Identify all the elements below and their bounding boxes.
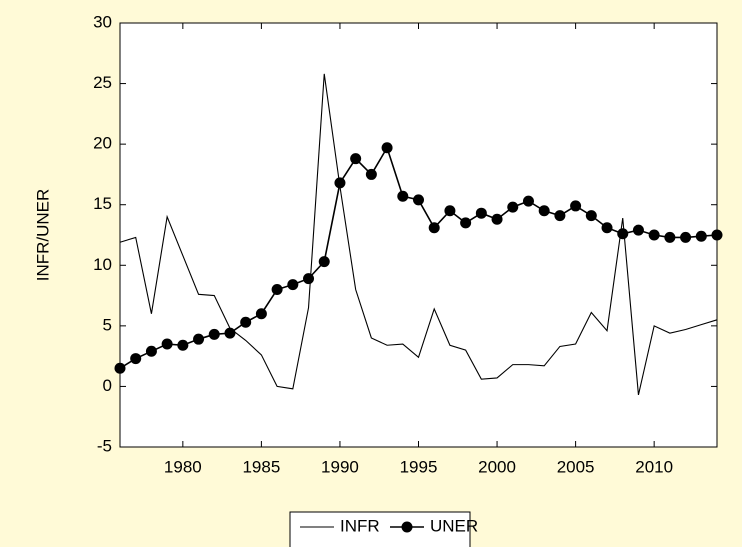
data-point: [145, 345, 157, 357]
data-point: [397, 190, 409, 202]
legend-box: [289, 511, 471, 547]
series-line: [119, 73, 718, 396]
y-tick-label: 5: [103, 315, 112, 334]
data-point: [413, 194, 424, 206]
y-tick-label: 30: [93, 12, 112, 31]
data-point: [255, 308, 267, 320]
data-point: [224, 327, 236, 339]
data-point: [460, 217, 472, 229]
x-tick-label: 2005: [557, 457, 595, 476]
x-tick-label: 1980: [164, 457, 202, 476]
x-tick-label: 2000: [478, 457, 516, 476]
data-point: [601, 222, 613, 234]
legend-label: INFR: [340, 516, 380, 535]
data-point: [334, 177, 346, 189]
data-point: [303, 273, 315, 285]
data-point: [287, 279, 299, 291]
data-point: [522, 195, 534, 207]
data-point: [365, 168, 377, 180]
data-point: [570, 200, 582, 212]
data-point: [271, 284, 283, 296]
data-point: [350, 153, 362, 165]
data-point: [381, 142, 393, 154]
data-point: [208, 328, 220, 340]
x-tick-label: 2010: [635, 457, 673, 476]
data-point: [538, 205, 550, 217]
legend-label: UNER: [430, 516, 478, 535]
data-point: [664, 231, 676, 243]
data-point: [428, 222, 440, 234]
data-point: [475, 207, 487, 219]
data-point: [114, 362, 126, 374]
x-tick-label: 1990: [321, 457, 359, 476]
data-point: [648, 229, 660, 241]
data-point: [193, 333, 205, 345]
y-tick-label: 0: [103, 376, 112, 395]
x-tick-label: 1995: [400, 457, 438, 476]
y-tick-label: 25: [93, 73, 112, 92]
data-point: [318, 256, 330, 268]
data-point: [240, 316, 252, 328]
data-point: [554, 210, 566, 222]
data-point: [491, 213, 503, 225]
data-point: [617, 228, 629, 240]
data-point: [161, 338, 173, 350]
data-point: [711, 229, 723, 241]
data-point: [444, 205, 456, 217]
data-point: [130, 353, 142, 365]
y-tick-label: 20: [93, 134, 112, 153]
y-tick-label: -5: [97, 436, 112, 455]
data-point: [680, 231, 692, 243]
x-tick-label: 1985: [242, 457, 280, 476]
legend-marker: [401, 521, 413, 533]
y-tick-label: 15: [93, 194, 112, 213]
data-point: [177, 339, 189, 351]
data-point: [507, 201, 519, 213]
y-axis-label: INFR/UNER: [33, 189, 52, 282]
data-point: [632, 224, 644, 236]
data-point: [585, 210, 597, 222]
y-tick-label: 10: [93, 255, 112, 274]
data-point: [695, 230, 707, 242]
